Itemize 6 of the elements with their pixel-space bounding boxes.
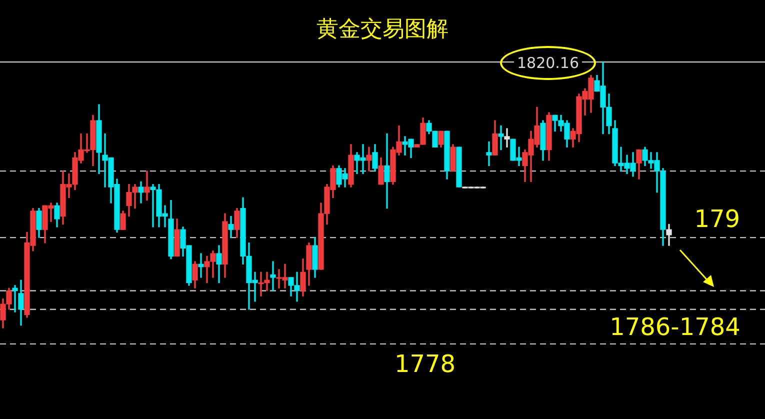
text: 179 (694, 205, 740, 234)
text: 1778 (394, 350, 456, 378)
chart-title: 黄金交易图解 (316, 16, 450, 44)
annotation: 1820.16 (516, 54, 580, 72)
annotation: 1786-1784 (610, 313, 740, 342)
candlestick (456, 146, 462, 188)
